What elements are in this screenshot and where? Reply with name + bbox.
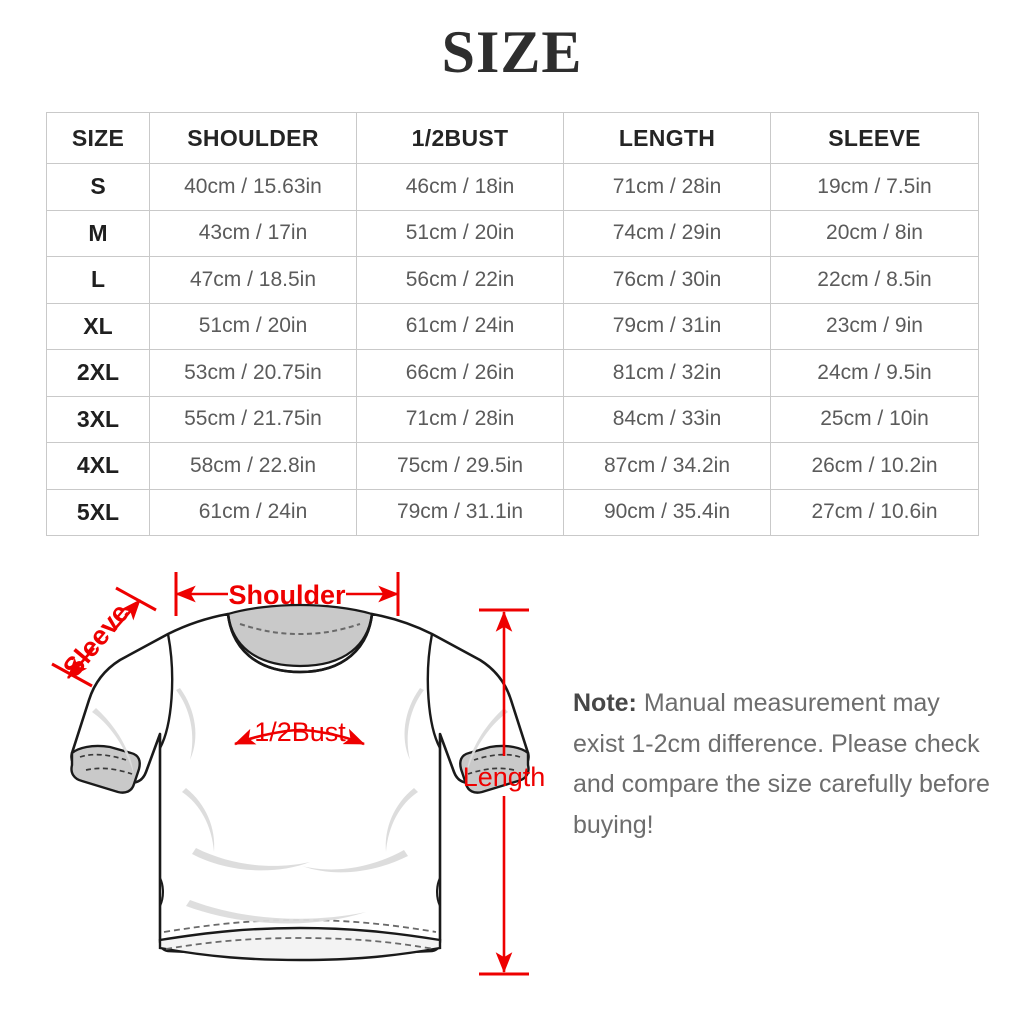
cell-sleeve: 26cm / 10.2in: [770, 442, 979, 490]
cell-sleeve: 19cm / 7.5in: [770, 163, 979, 211]
cell-bust: 46cm / 18in: [356, 163, 564, 211]
bust-label: 1/2Bust: [254, 717, 346, 747]
table-row: 3XL 55cm / 21.75in 71cm / 28in 84cm / 33…: [46, 395, 979, 443]
cell-length: 87cm / 34.2in: [563, 442, 771, 490]
cell-shoulder: 55cm / 21.75in: [149, 395, 357, 443]
cell-shoulder: 47cm / 18.5in: [149, 256, 357, 304]
table-row: S 40cm / 15.63in 46cm / 18in 71cm / 28in…: [46, 163, 979, 211]
cell-bust: 79cm / 31.1in: [356, 488, 564, 536]
cell-size: M: [46, 209, 150, 257]
cell-shoulder: 43cm / 17in: [149, 209, 357, 257]
measurement-note: Note: Manual measurement may exist 1-2cm…: [573, 683, 993, 845]
cell-sleeve: 20cm / 8in: [770, 209, 979, 257]
cell-bust: 75cm / 29.5in: [356, 442, 564, 490]
cell-length: 71cm / 28in: [563, 163, 771, 211]
cell-size: 5XL: [46, 488, 150, 536]
table-row: L 47cm / 18.5in 56cm / 22in 76cm / 30in …: [46, 256, 979, 304]
cell-shoulder: 51cm / 20in: [149, 302, 357, 350]
cell-size: 2XL: [46, 349, 150, 397]
cell-sleeve: 22cm / 8.5in: [770, 256, 979, 304]
length-label: Length: [463, 762, 546, 792]
cell-shoulder: 53cm / 20.75in: [149, 349, 357, 397]
page-title: SIZE: [441, 19, 583, 85]
cell-bust: 61cm / 24in: [356, 302, 564, 350]
cell-bust: 51cm / 20in: [356, 209, 564, 257]
cell-size: L: [46, 256, 150, 304]
cell-bust: 66cm / 26in: [356, 349, 564, 397]
column-header-sleeve: SLEEVE: [770, 112, 979, 164]
cell-sleeve: 27cm / 10.6in: [770, 488, 979, 536]
cell-shoulder: 61cm / 24in: [149, 488, 357, 536]
cell-size: S: [46, 163, 150, 211]
table-row: 4XL 58cm / 22.8in 75cm / 29.5in 87cm / 3…: [46, 442, 979, 490]
table-row: XL 51cm / 20in 61cm / 24in 79cm / 31in 2…: [46, 302, 979, 350]
table-header-row: SIZE SHOULDER 1/2BUST LENGTH SLEEVE: [46, 112, 979, 164]
cell-size: 3XL: [46, 395, 150, 443]
length-annotation: Length: [463, 608, 546, 976]
cell-sleeve: 24cm / 9.5in: [770, 349, 979, 397]
cell-shoulder: 58cm / 22.8in: [149, 442, 357, 490]
note-prefix: Note:: [573, 689, 637, 717]
cell-size: 4XL: [46, 442, 150, 490]
size-table-container: SIZE SHOULDER 1/2BUST LENGTH SLEEVE S 40…: [46, 112, 979, 536]
cell-length: 81cm / 32in: [563, 349, 771, 397]
table-row: M 43cm / 17in 51cm / 20in 74cm / 29in 20…: [46, 209, 979, 257]
measurement-diagram: Shoulder Sleeve 1/2Bust Length: [0, 548, 1024, 1024]
cell-size: XL: [46, 302, 150, 350]
size-chart-table: SIZE SHOULDER 1/2BUST LENGTH SLEEVE S 40…: [46, 112, 979, 536]
cell-length: 84cm / 33in: [563, 395, 771, 443]
cell-shoulder: 40cm / 15.63in: [149, 163, 357, 211]
cell-length: 79cm / 31in: [563, 302, 771, 350]
cell-length: 76cm / 30in: [563, 256, 771, 304]
column-header-size: SIZE: [46, 112, 150, 164]
column-header-bust: 1/2BUST: [356, 112, 564, 164]
column-header-length: LENGTH: [563, 112, 771, 164]
cell-length: 90cm / 35.4in: [563, 488, 771, 536]
shoulder-label: Shoulder: [228, 580, 345, 610]
cell-sleeve: 23cm / 9in: [770, 302, 979, 350]
note-body: Manual measurement may exist 1-2cm diffe…: [573, 689, 990, 839]
cell-sleeve: 25cm / 10in: [770, 395, 979, 443]
cell-bust: 56cm / 22in: [356, 256, 564, 304]
column-header-shoulder: SHOULDER: [149, 112, 357, 164]
cell-length: 74cm / 29in: [563, 209, 771, 257]
table-row: 5XL 61cm / 24in 79cm / 31.1in 90cm / 35.…: [46, 488, 979, 536]
tshirt-illustration: [70, 603, 530, 962]
shoulder-annotation: Shoulder: [174, 572, 400, 616]
bust-annotation: 1/2Bust: [234, 717, 365, 747]
cell-bust: 71cm / 28in: [356, 395, 564, 443]
table-row: 2XL 53cm / 20.75in 66cm / 26in 81cm / 32…: [46, 349, 979, 397]
